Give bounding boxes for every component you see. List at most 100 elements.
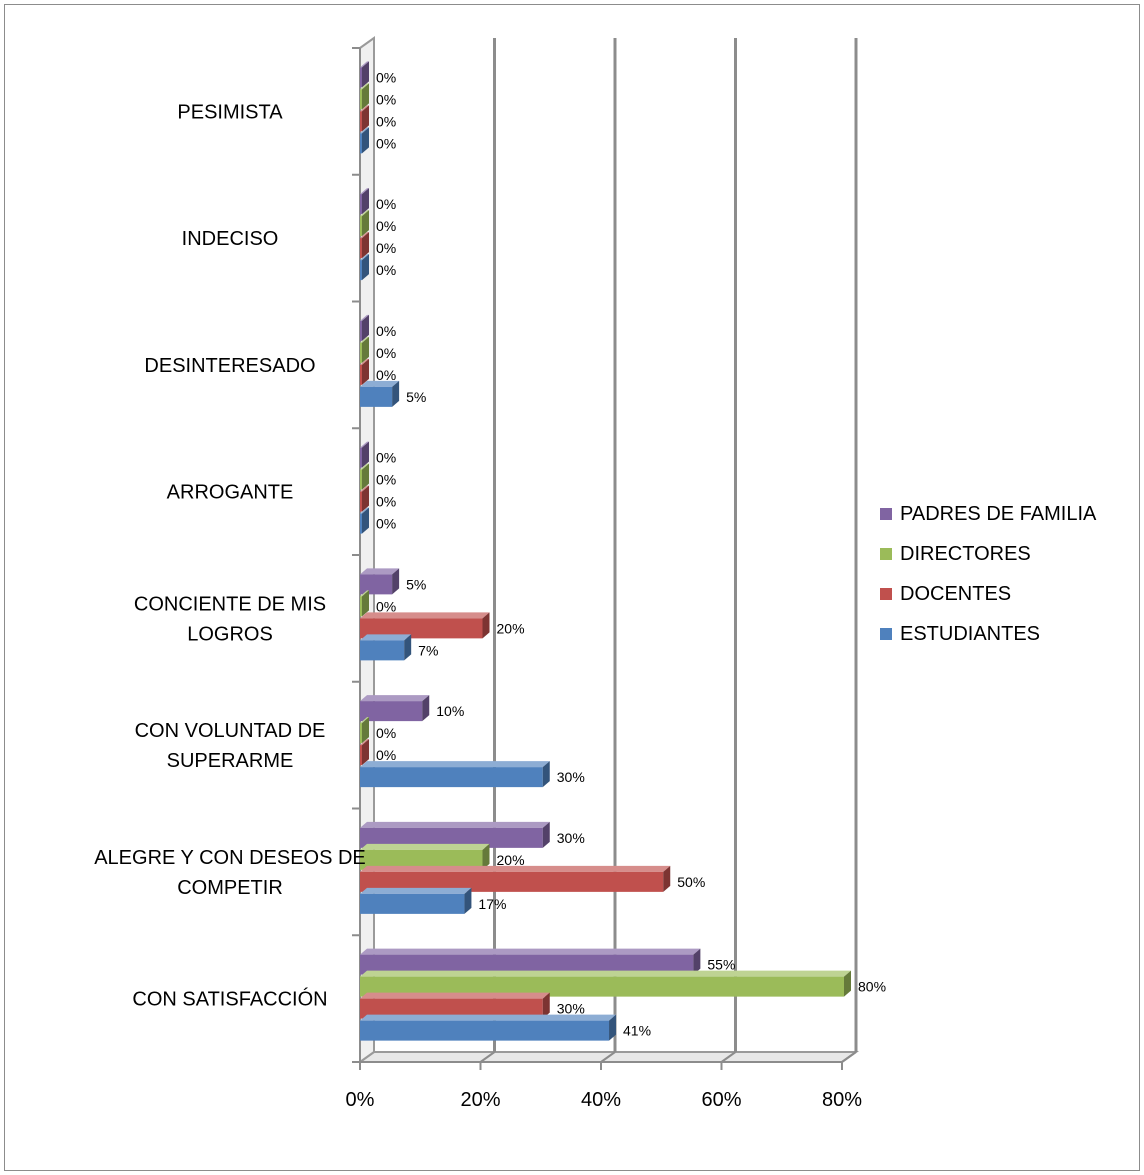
category-label: PESIMISTA (177, 101, 283, 123)
bar (360, 260, 362, 281)
bar (360, 827, 543, 848)
bar (360, 723, 362, 744)
data-label: 30% (557, 769, 585, 785)
bar-end-face (482, 843, 490, 870)
bar-top-face (360, 485, 369, 492)
bar-top-face (360, 739, 369, 746)
data-label: 0% (376, 725, 396, 741)
bar-top-face (360, 568, 400, 575)
bar (360, 574, 393, 595)
data-label: 0% (376, 69, 396, 85)
bar-top-face (360, 61, 369, 68)
bar (360, 194, 362, 215)
bar-top-face (360, 634, 412, 641)
data-label: 0% (376, 218, 396, 234)
legend-swatch (880, 548, 892, 560)
bar-top-face (360, 970, 851, 977)
bar-end-face (392, 568, 400, 595)
bar-end-face (362, 314, 369, 341)
bar (360, 491, 362, 512)
bar-top-face (360, 127, 369, 134)
bar-end-face (362, 463, 369, 490)
bar (360, 767, 543, 788)
bar-end-face (362, 336, 369, 363)
data-label: 0% (376, 262, 396, 278)
data-label: 0% (376, 113, 396, 129)
data-label: 30% (557, 830, 585, 846)
bar-top-face (360, 887, 472, 894)
bar-top-face (360, 441, 369, 448)
bar-top-face (360, 1014, 617, 1021)
bar-end-face (663, 865, 671, 892)
bar-end-face (392, 380, 400, 407)
data-label: 20% (497, 620, 525, 636)
bar (360, 701, 423, 722)
bar (360, 133, 362, 154)
bar-top-face (360, 380, 400, 387)
bar (360, 216, 362, 237)
bar-top-face (360, 336, 369, 343)
bar (360, 849, 483, 870)
data-label: 0% (376, 91, 396, 107)
bar-end-face (362, 358, 369, 385)
legend-entry: DIRECTORES (900, 543, 1031, 565)
bar-end-face (464, 887, 472, 914)
x-tick-label: 0% (346, 1089, 375, 1111)
bar-end-face (482, 612, 490, 639)
bar-top-face (360, 254, 369, 261)
category-label: DESINTERESADO (144, 355, 315, 377)
x-tick-label: 60% (701, 1089, 741, 1111)
bar-top-face (360, 358, 369, 365)
bar-end-face (404, 634, 412, 661)
bar-end-face (362, 61, 369, 88)
category-label: SUPERARME (167, 750, 294, 772)
data-label: 0% (376, 323, 396, 339)
data-label: 17% (478, 896, 506, 912)
category-label: LOGROS (187, 623, 273, 645)
legend-swatch (880, 628, 892, 640)
bar-top-face (360, 105, 369, 112)
data-label: 0% (376, 516, 396, 532)
x-tick-label: 80% (822, 1089, 862, 1111)
bar-end-face (693, 948, 701, 975)
data-label: 0% (376, 345, 396, 361)
bar (360, 320, 362, 341)
bar (360, 89, 362, 110)
data-label: 7% (418, 642, 438, 658)
bar (360, 364, 362, 385)
x-tick-label: 40% (581, 1089, 621, 1111)
bar (360, 386, 393, 407)
x-gridline-foot (720, 1051, 737, 1063)
legend-entry: ESTUDIANTES (900, 623, 1040, 645)
bar (360, 67, 362, 88)
bar (360, 111, 362, 132)
data-label: 55% (707, 957, 735, 973)
bar (360, 745, 362, 766)
bar-end-face (362, 441, 369, 468)
category-label: ALEGRE Y CON DESEOS DE (94, 847, 366, 869)
data-label: 20% (497, 852, 525, 868)
bar (360, 513, 362, 534)
bar-end-face (542, 761, 550, 788)
x-gridline-foot (479, 1051, 496, 1063)
bar-top-face (360, 463, 369, 470)
x-gridline-foot (841, 1051, 857, 1063)
data-label: 0% (376, 196, 396, 212)
data-label: 5% (406, 389, 426, 405)
data-label: 0% (376, 494, 396, 510)
bar-top-face (360, 843, 490, 850)
bar-top-face (360, 992, 550, 999)
bar (360, 976, 844, 997)
bar-end-face (609, 1014, 617, 1041)
bar-top-face (360, 761, 550, 768)
x-gridline-foot (600, 1051, 616, 1063)
data-label: 0% (376, 450, 396, 466)
bar-end-face (362, 739, 369, 766)
category-label: COMPETIR (177, 877, 283, 899)
data-label: 0% (376, 472, 396, 488)
bar (360, 871, 664, 892)
bar-end-face (362, 507, 369, 534)
bar-end-face (542, 992, 550, 1019)
bar (360, 893, 465, 914)
